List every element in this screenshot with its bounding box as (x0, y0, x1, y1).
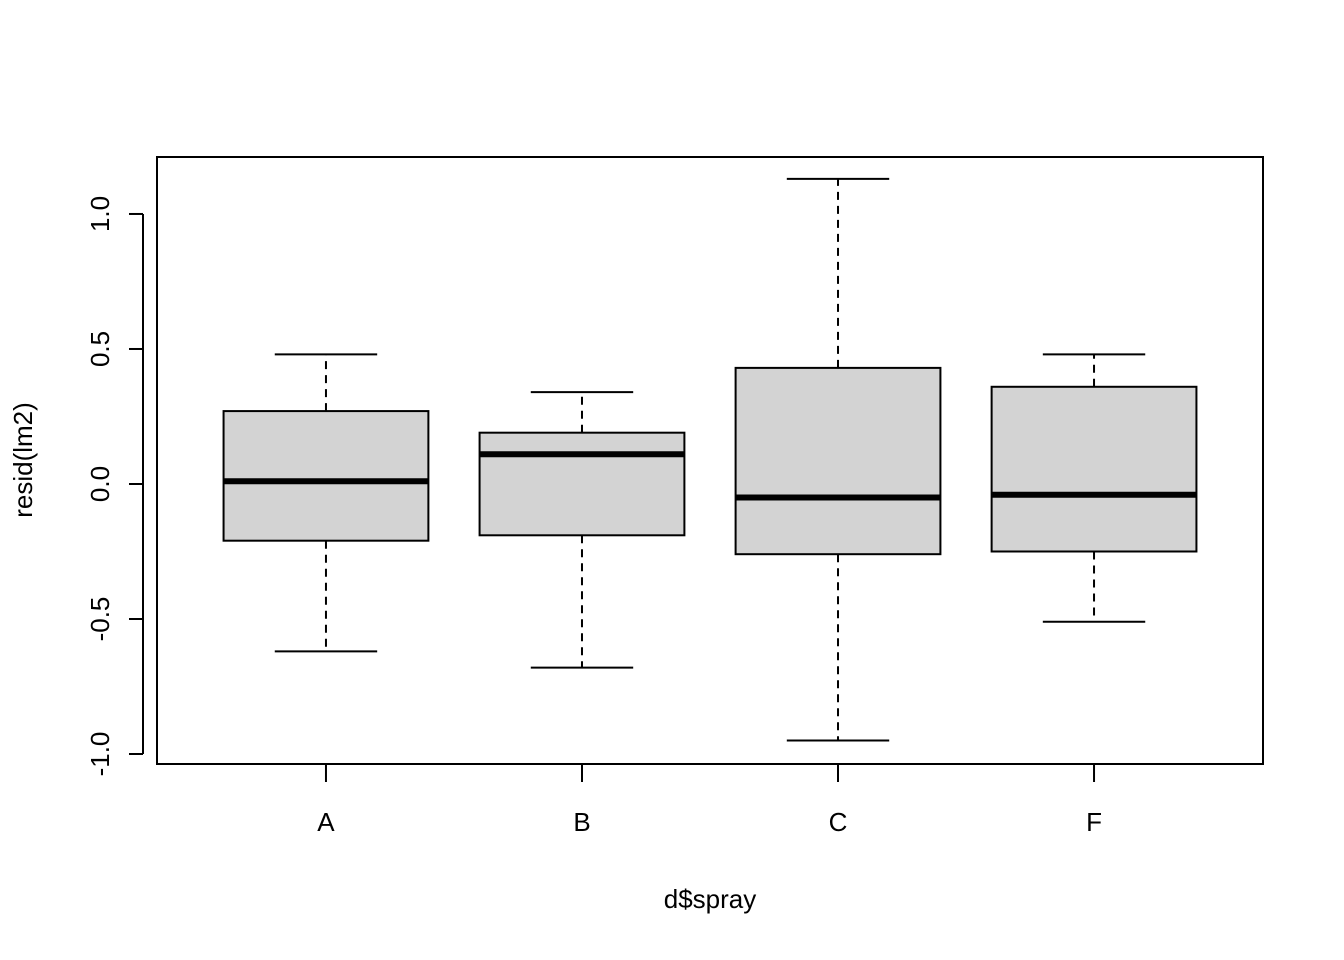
x-tick-label: B (573, 807, 590, 837)
y-tick-label: -0.5 (85, 597, 115, 642)
x-tick-label: F (1086, 807, 1102, 837)
x-tick-label: C (829, 807, 848, 837)
y-tick-label: -1.0 (85, 732, 115, 777)
box (222, 410, 430, 542)
box (478, 431, 686, 537)
x-tick-label: A (317, 807, 335, 837)
box (990, 385, 1198, 553)
x-axis-label: d$spray (664, 884, 757, 914)
box (734, 366, 942, 556)
y-tick-label: 0.0 (85, 466, 115, 502)
y-tick-label: 0.5 (85, 331, 115, 367)
y-tick-label: 1.0 (85, 196, 115, 232)
y-axis-label: resid(lm2) (8, 402, 38, 518)
